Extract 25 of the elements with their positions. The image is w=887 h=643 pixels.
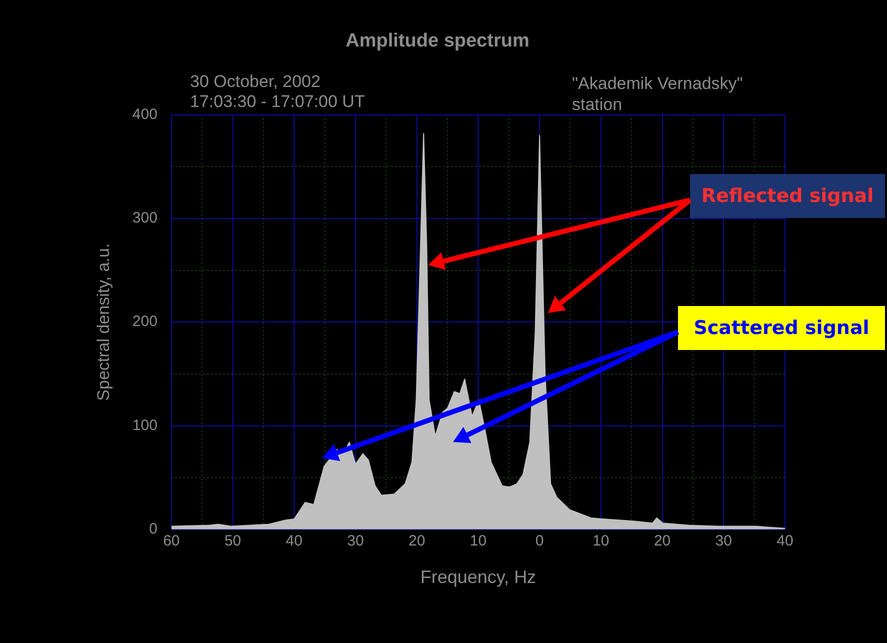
y-tick-label: 100 (132, 416, 158, 434)
y-tick-label: 200 (132, 313, 158, 330)
y-axis-title: Spectral density, a.u. (94, 243, 113, 401)
x-tick-label: 60 (163, 532, 180, 550)
x-tick-label: 10 (592, 532, 610, 550)
annotation: Reflected signal (690, 174, 885, 218)
chart-title: Amplitude spectrum (346, 30, 530, 52)
x-tick-label: 10 (470, 532, 487, 550)
x-tick-label: 30 (715, 532, 732, 550)
x-tick-label: 40 (776, 532, 794, 550)
x-axis-title: Frequency, Hz (420, 567, 536, 588)
y-tick-label: 0 (149, 520, 158, 538)
text: "Akademik Vernadsky" (572, 74, 743, 94)
x-tick-label: 20 (654, 532, 671, 550)
x-tick-label: 20 (408, 532, 426, 550)
y-tick-label: 400 (132, 106, 158, 123)
x-tick-label: 0 (535, 532, 544, 550)
x-tick-label: 40 (286, 532, 302, 550)
text: station (572, 95, 622, 115)
x-tick-label: 50 (224, 532, 242, 550)
annotation: Scattered signal (678, 306, 885, 350)
x-tick-label: 30 (347, 532, 364, 550)
y-tick-label: 300 (132, 210, 158, 227)
text: 30 October, 2002 (190, 72, 320, 92)
text: 17:03:30 - 17:07:00 UT (190, 92, 365, 112)
